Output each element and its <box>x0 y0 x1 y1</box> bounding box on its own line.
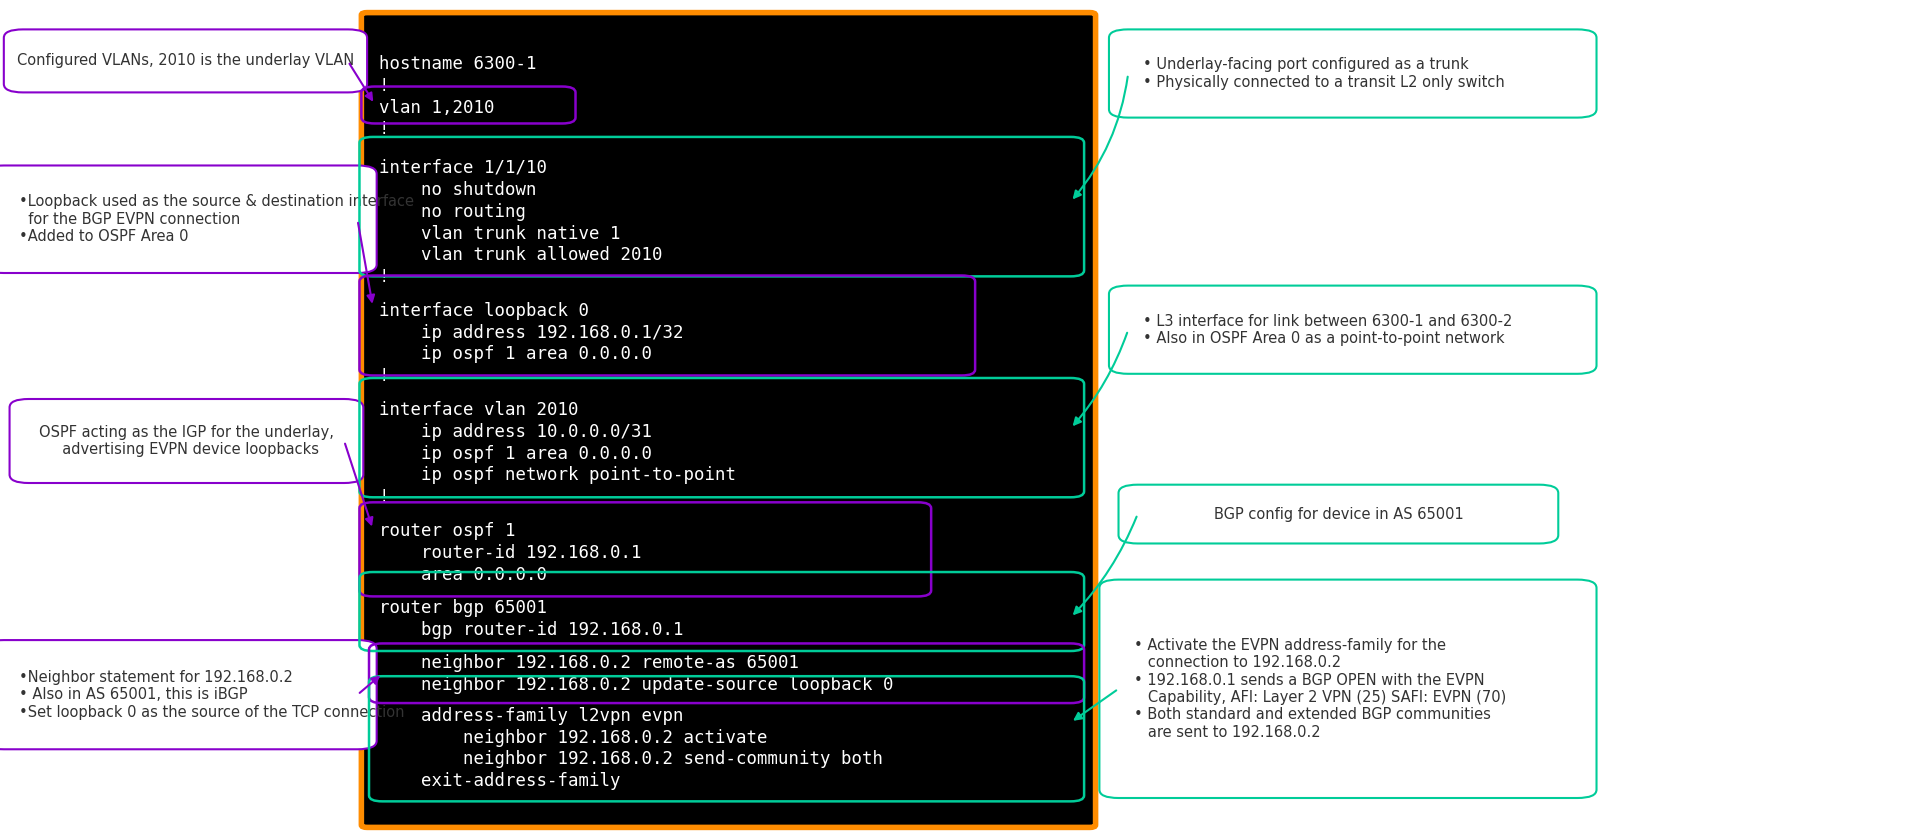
FancyBboxPatch shape <box>0 165 377 273</box>
Text: !: ! <box>379 120 388 139</box>
Text: exit-address-family: exit-address-family <box>379 772 619 790</box>
Text: •Loopback used as the source & destination interface
  for the BGP EVPN connecti: •Loopback used as the source & destinati… <box>19 194 415 244</box>
Text: interface vlan 2010: interface vlan 2010 <box>379 401 577 419</box>
Text: !: ! <box>379 367 388 386</box>
Text: • Activate the EVPN address-family for the
   connection to 192.168.0.2
• 192.16: • Activate the EVPN address-family for t… <box>1134 638 1507 740</box>
Text: !: ! <box>379 488 388 507</box>
Text: ip address 10.0.0.0/31: ip address 10.0.0.0/31 <box>379 423 652 441</box>
Text: ip ospf 1 area 0.0.0.0: ip ospf 1 area 0.0.0.0 <box>379 444 652 463</box>
FancyBboxPatch shape <box>0 640 377 749</box>
Text: • Underlay-facing port configured as a trunk
• Physically connected to a transit: • Underlay-facing port configured as a t… <box>1143 57 1505 90</box>
Text: router-id 192.168.0.1: router-id 192.168.0.1 <box>379 543 641 562</box>
Text: !: ! <box>379 268 388 286</box>
Text: neighbor 192.168.0.2 update-source loopback 0: neighbor 192.168.0.2 update-source loopb… <box>379 675 893 694</box>
Text: area 0.0.0.0: area 0.0.0.0 <box>379 565 547 584</box>
Text: vlan trunk native 1: vlan trunk native 1 <box>379 224 619 243</box>
Text: interface 1/1/10: interface 1/1/10 <box>379 159 547 177</box>
Text: BGP config for device in AS 65001: BGP config for device in AS 65001 <box>1214 507 1463 522</box>
FancyBboxPatch shape <box>1109 29 1597 118</box>
Text: address-family l2vpn evpn: address-family l2vpn evpn <box>379 706 683 725</box>
FancyBboxPatch shape <box>1109 286 1597 374</box>
Text: ip ospf network point-to-point: ip ospf network point-to-point <box>379 466 736 485</box>
Text: neighbor 192.168.0.2 activate: neighbor 192.168.0.2 activate <box>379 728 767 747</box>
Text: ip address 192.168.0.1/32: ip address 192.168.0.1/32 <box>379 323 683 342</box>
Text: vlan trunk allowed 2010: vlan trunk allowed 2010 <box>379 246 662 265</box>
Text: ip ospf 1 area 0.0.0.0: ip ospf 1 area 0.0.0.0 <box>379 345 652 364</box>
Text: hostname 6300-1: hostname 6300-1 <box>379 55 535 73</box>
Text: •Neighbor statement for 192.168.0.2
• Also in AS 65001, this is iBGP
•Set loopba: •Neighbor statement for 192.168.0.2 • Al… <box>19 669 405 720</box>
Text: vlan 1,2010: vlan 1,2010 <box>379 98 493 117</box>
FancyBboxPatch shape <box>10 399 363 483</box>
Text: router ospf 1: router ospf 1 <box>379 522 514 540</box>
Text: Configured VLANs, 2010 is the underlay VLAN: Configured VLANs, 2010 is the underlay V… <box>17 54 354 68</box>
Text: !: ! <box>379 76 388 95</box>
Text: interface loopback 0: interface loopback 0 <box>379 302 589 320</box>
FancyBboxPatch shape <box>4 29 367 92</box>
FancyBboxPatch shape <box>1099 580 1597 798</box>
Text: router bgp 65001: router bgp 65001 <box>379 599 547 617</box>
Text: • L3 interface for link between 6300-1 and 6300-2
• Also in OSPF Area 0 as a poi: • L3 interface for link between 6300-1 a… <box>1143 313 1512 346</box>
Text: bgp router-id 192.168.0.1: bgp router-id 192.168.0.1 <box>379 621 683 639</box>
Text: no shutdown: no shutdown <box>379 181 535 199</box>
Text: no routing: no routing <box>379 202 526 221</box>
FancyBboxPatch shape <box>361 13 1096 827</box>
Text: neighbor 192.168.0.2 remote-as 65001: neighbor 192.168.0.2 remote-as 65001 <box>379 654 799 672</box>
Text: OSPF acting as the IGP for the underlay,
  advertising EVPN device loopbacks: OSPF acting as the IGP for the underlay,… <box>38 425 335 457</box>
FancyBboxPatch shape <box>1119 485 1558 543</box>
Text: neighbor 192.168.0.2 send-community both: neighbor 192.168.0.2 send-community both <box>379 750 883 769</box>
